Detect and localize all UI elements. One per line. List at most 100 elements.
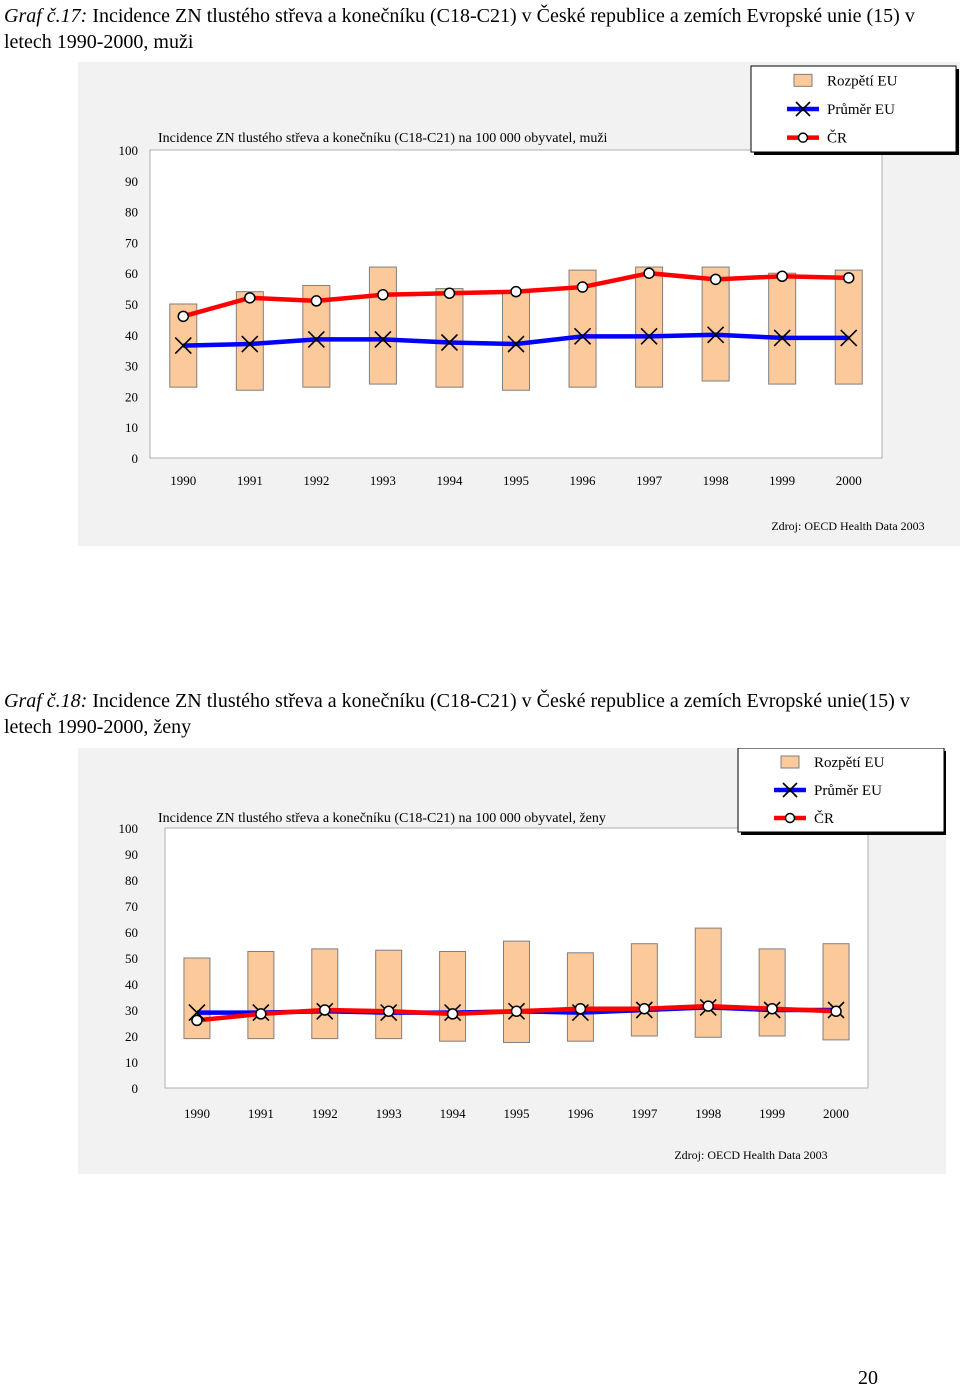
chart-2-inner-title: Incidence ZN tlustého střeva a konečníku… bbox=[158, 811, 606, 826]
chart-2-xtick-label: 1994 bbox=[440, 1106, 467, 1121]
chart-1-eu-mean-marker bbox=[507, 335, 525, 353]
chart-1-xtick-label: 1991 bbox=[237, 473, 263, 488]
chart-2-ytick-label: 30 bbox=[125, 1003, 138, 1018]
chart-1-cr-marker bbox=[776, 270, 788, 283]
chart-1-range-bar bbox=[635, 266, 664, 388]
chart-2-title-label: Graf č.18: bbox=[4, 690, 88, 712]
chart-1-eu-mean-marker bbox=[773, 329, 791, 347]
page-number: 20 bbox=[858, 1367, 878, 1389]
chart-1-eu-mean-marker bbox=[840, 329, 858, 347]
chart-1-ytick-label: 20 bbox=[125, 389, 138, 404]
chart-2-ytick-label: 80 bbox=[125, 873, 138, 888]
chart-1-ytick-label: 70 bbox=[125, 235, 138, 250]
chart-2-xtick-label: 1993 bbox=[376, 1106, 402, 1121]
chart-2-xtick-label: 1996 bbox=[567, 1106, 594, 1121]
chart-2-legend bbox=[737, 748, 945, 833]
chart-1-eu-mean-marker bbox=[241, 335, 259, 353]
chart-2-title: Graf č.18: Incidence ZN tlustého střeva … bbox=[4, 688, 954, 740]
chart-2-legend-key-mean-marker bbox=[782, 782, 798, 798]
chart-1-cr-marker bbox=[177, 310, 190, 323]
chart-2-cr-marker bbox=[319, 1004, 331, 1016]
chart-2-xtick-label: 1992 bbox=[312, 1106, 338, 1121]
chart-2-range-bar bbox=[311, 948, 339, 1040]
chart-2-legend-label: ČR bbox=[814, 810, 834, 827]
chart-1-range-bar bbox=[768, 272, 797, 385]
chart-1-xtick-label: 1993 bbox=[370, 473, 396, 488]
chart-1-range-bar bbox=[235, 291, 264, 391]
chart-1-eu-mean-marker bbox=[374, 330, 392, 348]
chart-1-title-text: Incidence ZN tlustého střeva a konečníku… bbox=[4, 5, 915, 53]
chart-1-cr-marker bbox=[842, 272, 855, 284]
chart-2-ytick-label: 20 bbox=[125, 1029, 138, 1044]
chart-1-range-bar bbox=[368, 266, 397, 385]
chart-2-xtick-label: 1997 bbox=[631, 1106, 658, 1121]
chart-1-legend-key-mean-marker bbox=[795, 101, 811, 117]
chart-1-cr-marker bbox=[443, 287, 456, 299]
chart-2-ytick-label: 50 bbox=[125, 951, 138, 966]
chart-2-eu-mean-marker bbox=[188, 1004, 206, 1022]
chart-1-xtick-label: 1995 bbox=[503, 473, 529, 488]
chart-1-cr-marker bbox=[244, 292, 256, 304]
chart-2-range-bar bbox=[822, 943, 850, 1041]
chart-1-inner-title: Incidence ZN tlustého střeva a konečníku… bbox=[158, 131, 608, 146]
chart-2-ytick-label: 60 bbox=[125, 925, 138, 940]
chart-2-source: Zdroj: OECD Health Data 2003 bbox=[674, 1148, 827, 1162]
chart-2-cr-marker bbox=[574, 1002, 587, 1015]
chart-1-title-label: Graf č.17: bbox=[4, 5, 88, 27]
chart-2-range-bar bbox=[758, 948, 786, 1037]
chart-1-ytick-label: 10 bbox=[125, 420, 138, 435]
chart-1-range-bar bbox=[701, 266, 730, 382]
chart-2-range-bar bbox=[375, 949, 403, 1040]
chart-2-ytick-label: 40 bbox=[125, 977, 138, 992]
chart-2-ytick-label: 100 bbox=[119, 821, 139, 836]
chart-1-cr-marker bbox=[510, 285, 522, 298]
chart-1-eu-mean-marker bbox=[440, 333, 459, 352]
chart-2-xtick-label: 1999 bbox=[759, 1106, 785, 1121]
chart-1-legend-key-cr-marker bbox=[797, 132, 809, 143]
chart-1-legend-key-range bbox=[793, 73, 813, 87]
chart-2-range-bar bbox=[630, 943, 658, 1037]
chart-2-range-bar bbox=[439, 951, 467, 1042]
chart-1-xtick-label: 1992 bbox=[303, 473, 329, 488]
chart-1-xtick-label: 1997 bbox=[636, 473, 663, 488]
chart-2-cr-marker bbox=[830, 1005, 842, 1018]
chart-1-cr-marker bbox=[377, 289, 389, 301]
chart-1-eu-mean-marker bbox=[307, 330, 325, 348]
chart-2-title-text: Incidence ZN tlustého střeva a konečníku… bbox=[4, 690, 910, 738]
chart-2-xtick-label: 1991 bbox=[248, 1106, 274, 1121]
chart-1-eu-mean-marker bbox=[174, 337, 192, 355]
chart-2-xtick-label: 2000 bbox=[823, 1106, 849, 1121]
chart-1-range-bar bbox=[435, 288, 464, 388]
chart-2-xtick-label: 1990 bbox=[184, 1106, 210, 1121]
chart-2-ytick-label: 10 bbox=[125, 1055, 138, 1070]
chart-2-legend-label: Průměr EU bbox=[814, 783, 882, 799]
chart-2-cr-marker bbox=[255, 1008, 267, 1020]
chart-2-cr-marker bbox=[382, 1005, 395, 1018]
chart-1-legend-label: Rozpětí EU bbox=[827, 73, 898, 89]
chart-2-range-bar bbox=[183, 957, 211, 1040]
chart-1-cr-marker bbox=[643, 267, 655, 279]
chart-2-legend-key-range bbox=[780, 755, 800, 769]
chart-1-ytick-label: 90 bbox=[125, 174, 138, 189]
chart-1-ytick-label: 60 bbox=[125, 266, 138, 281]
chart-2-ytick-label: 70 bbox=[125, 899, 138, 914]
chart-1-eu-mean-marker bbox=[573, 327, 592, 345]
chart-1-xtick-label: 1994 bbox=[436, 473, 463, 488]
chart-1-ytick-label: 0 bbox=[132, 451, 139, 466]
chart-1-range-bar bbox=[834, 269, 863, 385]
chart-2-range-bar bbox=[566, 952, 594, 1042]
chart-2-legend-label: Rozpětí EU bbox=[814, 755, 885, 771]
chart-2-ytick-label: 90 bbox=[125, 847, 138, 862]
chart-1-eu-mean-marker bbox=[707, 326, 725, 344]
chart-2-ytick-label: 0 bbox=[132, 1081, 139, 1096]
chart-2-cr-marker bbox=[446, 1008, 459, 1020]
chart-2-cr-marker bbox=[191, 1014, 203, 1027]
chart-1-ytick-label: 40 bbox=[125, 328, 138, 343]
chart-1-ytick-label: 30 bbox=[125, 359, 138, 374]
chart-1-xtick-label: 1999 bbox=[769, 473, 795, 488]
chart-2-range-bar bbox=[503, 940, 530, 1044]
chart-1: Incidence ZN tlustého střeva a konečníku… bbox=[78, 62, 960, 546]
chart-1-cr-marker bbox=[310, 295, 323, 307]
chart-1-legend-label: ČR bbox=[827, 130, 847, 147]
chart-2-legend-key-cr-marker bbox=[784, 812, 796, 824]
